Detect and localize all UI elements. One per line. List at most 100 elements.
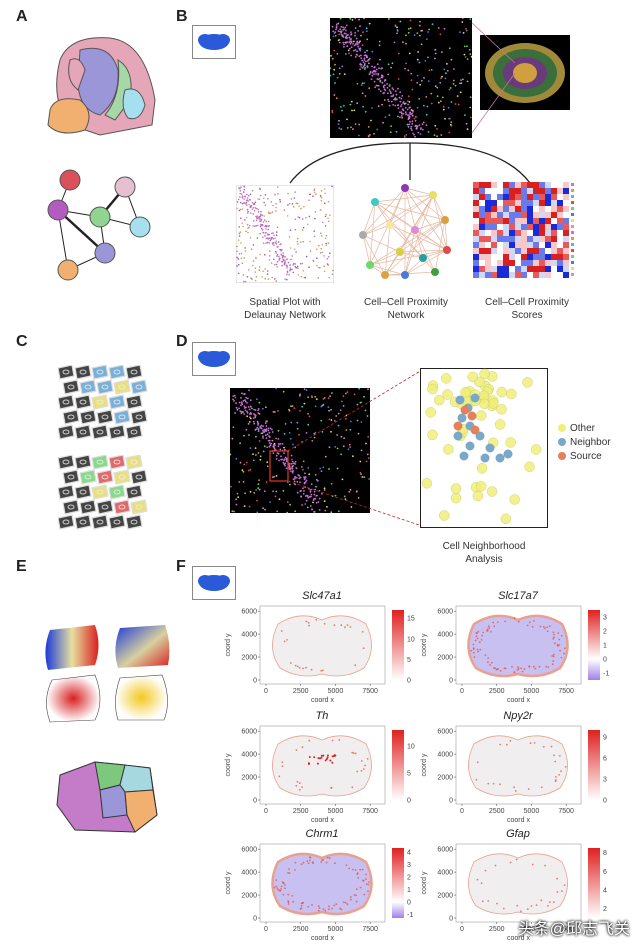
gene-title: Th bbox=[262, 710, 382, 722]
colorbar-tick-label: 2 bbox=[603, 629, 607, 636]
colorbar-tick-label: 15 bbox=[407, 616, 415, 623]
brain-icon bbox=[193, 26, 235, 58]
x-tick-label: 0 bbox=[264, 688, 268, 695]
x-tick-label: 5000 bbox=[524, 808, 540, 815]
x-axis-label: coord x bbox=[507, 817, 530, 824]
y-tick-label: 2000 bbox=[437, 775, 453, 782]
colorbar bbox=[392, 730, 404, 800]
gene-title: Gfap bbox=[458, 828, 578, 840]
panel-e-regions bbox=[55, 760, 165, 835]
panel-letter-f: F bbox=[176, 558, 186, 576]
y-tick-label: 2000 bbox=[437, 655, 453, 662]
colorbar bbox=[588, 848, 600, 918]
colorbar-tick-label: 3 bbox=[603, 777, 607, 784]
x-tick-label: 0 bbox=[460, 926, 464, 933]
y-tick-label: 6000 bbox=[241, 729, 257, 736]
panel-letter-e: E bbox=[16, 558, 27, 576]
x-tick-label: 7500 bbox=[558, 688, 574, 695]
colorbar-tick-label: 10 bbox=[407, 636, 415, 643]
gene-title: Slc17a7 bbox=[458, 590, 578, 602]
colorbar-tick-label: 9 bbox=[603, 735, 607, 742]
y-tick-label: 4000 bbox=[241, 632, 257, 639]
panel-letter-a: A bbox=[16, 8, 28, 26]
legend-label-source: Source bbox=[570, 451, 602, 462]
caption-proximity-network: Cell–Cell Proximity Network bbox=[345, 296, 467, 322]
colorbar-tick-label: 10 bbox=[407, 744, 415, 751]
y-tick-label: 0 bbox=[253, 798, 257, 805]
colorbar-tick-label: 0 bbox=[407, 798, 411, 805]
colorbar-tick-label: 0 bbox=[407, 678, 411, 685]
legend-label-neighbor: Neighbor bbox=[570, 437, 611, 448]
y-tick-label: 2000 bbox=[437, 893, 453, 900]
caption-proximity-scores: Cell–Cell Proximity Scores bbox=[466, 296, 588, 322]
panel-b-spatial-overview bbox=[330, 18, 472, 138]
x-tick-label: 2500 bbox=[293, 926, 309, 933]
y-axis-label: coord y bbox=[225, 633, 232, 656]
panel-letter-b: B bbox=[176, 8, 188, 26]
colorbar-tick-label: 4 bbox=[407, 849, 411, 856]
brain-thumbnail-b bbox=[192, 25, 236, 59]
y-tick-label: 2000 bbox=[241, 775, 257, 782]
y-tick-label: 6000 bbox=[437, 847, 453, 854]
brain-icon bbox=[193, 567, 235, 599]
x-tick-label: 2500 bbox=[293, 808, 309, 815]
y-tick-label: 0 bbox=[449, 678, 453, 685]
y-axis-label: coord y bbox=[421, 753, 428, 776]
colorbar bbox=[588, 730, 600, 800]
legend-label-other: Other bbox=[570, 423, 596, 434]
panel-letter-c: C bbox=[16, 333, 28, 351]
watermark-text: 头条@邱志飞关 bbox=[518, 915, 630, 939]
y-tick-label: 0 bbox=[449, 916, 453, 923]
x-axis-label: coord x bbox=[311, 935, 334, 942]
colorbar bbox=[392, 848, 404, 918]
legend-marker-other bbox=[558, 424, 566, 432]
proximity-heatmap bbox=[473, 182, 578, 282]
x-tick-label: 0 bbox=[264, 808, 268, 815]
colorbar bbox=[588, 610, 600, 680]
x-tick-label: 5000 bbox=[328, 808, 344, 815]
y-tick-label: 6000 bbox=[437, 609, 453, 616]
x-tick-label: 7500 bbox=[362, 688, 378, 695]
x-tick-label: 7500 bbox=[558, 808, 574, 815]
colorbar-tick-label: 5 bbox=[407, 657, 411, 664]
colorbar bbox=[392, 610, 404, 680]
y-tick-label: 2000 bbox=[241, 893, 257, 900]
y-tick-label: 0 bbox=[449, 798, 453, 805]
caption-neighborhood: Cell Neighborhood Analysis bbox=[420, 540, 548, 566]
colorbar-tick-label: 1 bbox=[603, 643, 607, 650]
x-axis-label: coord x bbox=[311, 697, 334, 704]
proximity-network-graph bbox=[355, 180, 455, 285]
legend-marker-neighbor bbox=[558, 438, 566, 446]
y-tick-label: 0 bbox=[253, 916, 257, 923]
colorbar-tick-label: 3 bbox=[603, 615, 607, 622]
y-tick-label: 6000 bbox=[437, 729, 453, 736]
neighborhood-zoom-plot bbox=[420, 368, 548, 528]
brain-thumbnail-d bbox=[192, 342, 236, 376]
x-tick-label: 0 bbox=[460, 808, 464, 815]
y-tick-label: 4000 bbox=[437, 632, 453, 639]
y-tick-label: 4000 bbox=[437, 870, 453, 877]
y-tick-label: 0 bbox=[253, 678, 257, 685]
colorbar-tick-label: 6 bbox=[603, 869, 607, 876]
colorbar-tick-label: 6 bbox=[603, 756, 607, 763]
y-tick-label: 4000 bbox=[241, 752, 257, 759]
y-tick-label: 6000 bbox=[241, 847, 257, 854]
y-tick-label: 6000 bbox=[241, 609, 257, 616]
colorbar-tick-label: 5 bbox=[407, 771, 411, 778]
colorbar-tick-label: 8 bbox=[603, 850, 607, 857]
colorbar-tick-label: 3 bbox=[407, 862, 411, 869]
x-tick-label: 2500 bbox=[489, 688, 505, 695]
colorbar-tick-label: 2 bbox=[407, 874, 411, 881]
colorbar-tick-label: 0 bbox=[407, 899, 411, 906]
colorbar-tick-label: -1 bbox=[407, 912, 413, 919]
legend-marker-source bbox=[558, 452, 566, 460]
x-tick-label: 2500 bbox=[489, 926, 505, 933]
y-axis-label: coord y bbox=[225, 871, 232, 894]
x-tick-label: 5000 bbox=[328, 688, 344, 695]
gene-title: Chrm1 bbox=[262, 828, 382, 840]
panel-letter-d: D bbox=[176, 333, 188, 351]
x-tick-label: 7500 bbox=[362, 926, 378, 933]
x-tick-label: 2500 bbox=[489, 808, 505, 815]
y-axis-label: coord y bbox=[225, 753, 232, 776]
x-axis-label: coord x bbox=[507, 697, 530, 704]
